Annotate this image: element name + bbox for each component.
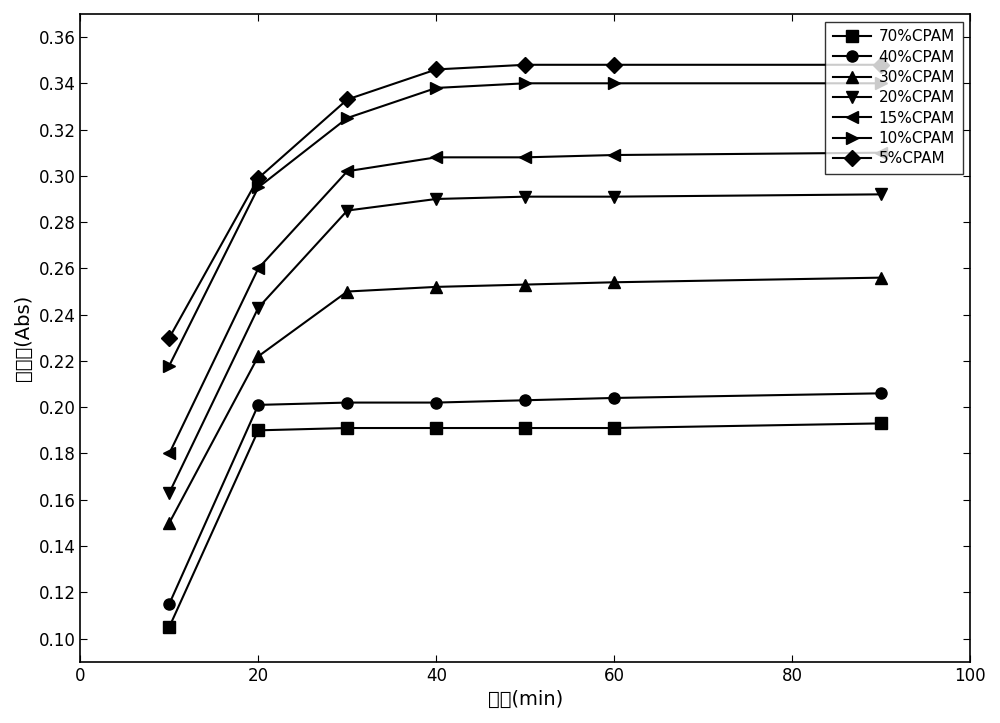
10%CPAM [163, 362, 175, 370]
10%CPAM [608, 79, 620, 87]
5%CPAM [252, 174, 264, 182]
5%CPAM [519, 61, 531, 69]
10%CPAM [875, 79, 887, 87]
Legend: 70%CPAM, 40%CPAM, 30%CPAM, 20%CPAM, 15%CPAM, 10%CPAM, 5%CPAM: 70%CPAM, 40%CPAM, 30%CPAM, 20%CPAM, 15%C… [825, 22, 963, 174]
20%CPAM [608, 192, 620, 201]
20%CPAM [430, 194, 442, 203]
40%CPAM [163, 599, 175, 608]
30%CPAM [430, 283, 442, 291]
30%CPAM [163, 518, 175, 527]
Line: 15%CPAM: 15%CPAM [164, 147, 887, 459]
15%CPAM [430, 153, 442, 162]
10%CPAM [341, 114, 353, 122]
70%CPAM [252, 426, 264, 435]
Line: 70%CPAM: 70%CPAM [164, 418, 887, 633]
70%CPAM [875, 419, 887, 428]
10%CPAM [430, 84, 442, 93]
15%CPAM [875, 148, 887, 157]
70%CPAM [163, 623, 175, 631]
X-axis label: 时间(min): 时间(min) [488, 690, 563, 709]
30%CPAM [608, 278, 620, 286]
70%CPAM [430, 424, 442, 432]
5%CPAM [430, 65, 442, 74]
40%CPAM [875, 389, 887, 398]
Line: 40%CPAM: 40%CPAM [164, 388, 887, 609]
20%CPAM [341, 206, 353, 215]
15%CPAM [519, 153, 531, 162]
Line: 5%CPAM: 5%CPAM [164, 59, 887, 343]
70%CPAM [608, 424, 620, 432]
5%CPAM [163, 333, 175, 342]
Line: 20%CPAM: 20%CPAM [164, 189, 887, 498]
30%CPAM [519, 281, 531, 289]
10%CPAM [252, 183, 264, 192]
15%CPAM [163, 449, 175, 458]
15%CPAM [252, 264, 264, 273]
30%CPAM [252, 352, 264, 361]
20%CPAM [875, 190, 887, 199]
20%CPAM [252, 304, 264, 312]
15%CPAM [341, 167, 353, 176]
Line: 10%CPAM: 10%CPAM [164, 78, 887, 371]
40%CPAM [519, 396, 531, 405]
5%CPAM [341, 95, 353, 104]
5%CPAM [608, 61, 620, 69]
15%CPAM [608, 150, 620, 159]
40%CPAM [608, 393, 620, 402]
5%CPAM [875, 61, 887, 69]
40%CPAM [341, 398, 353, 407]
40%CPAM [252, 401, 264, 409]
10%CPAM [519, 79, 531, 87]
70%CPAM [341, 424, 353, 432]
20%CPAM [163, 489, 175, 497]
70%CPAM [519, 424, 531, 432]
Y-axis label: 吸光度(Abs): 吸光度(Abs) [14, 295, 33, 381]
20%CPAM [519, 192, 531, 201]
40%CPAM [430, 398, 442, 407]
30%CPAM [875, 273, 887, 282]
30%CPAM [341, 287, 353, 296]
Line: 30%CPAM: 30%CPAM [164, 272, 887, 529]
